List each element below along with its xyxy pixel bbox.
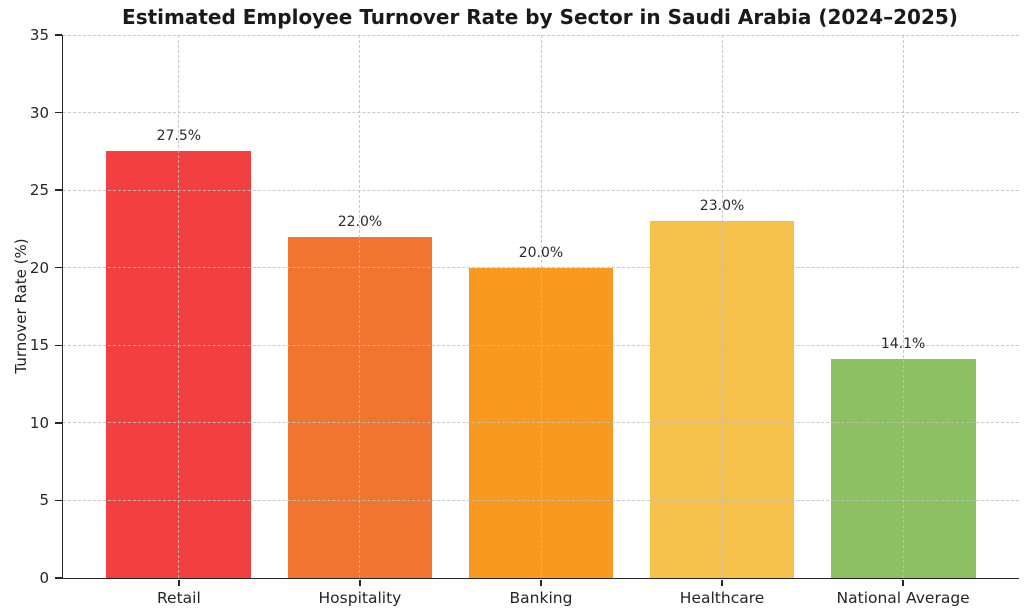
y-tick-label: 20 [29, 258, 49, 277]
bar-banking [468, 267, 614, 578]
y-tick-label: 5 [39, 491, 49, 510]
y-tick-label: 15 [29, 336, 49, 355]
y-tick-label: 35 [29, 26, 49, 44]
x-axis-tick [540, 579, 542, 586]
y-axis-title: Turnover Rate (%) [12, 238, 30, 374]
gridline-h [63, 112, 1019, 114]
x-tick-label: Retail [156, 589, 201, 607]
y-axis-tick [54, 577, 62, 579]
y-tick-label: 25 [29, 181, 49, 200]
y-tick-label: 10 [29, 413, 49, 432]
bar-value-label: 14.1% [880, 336, 926, 353]
bar-value-label: 27.5% [156, 128, 202, 145]
bar-national-average [830, 359, 976, 578]
x-axis-tick [721, 579, 723, 586]
x-tick-label: Banking [509, 589, 573, 607]
y-axis-tick [54, 266, 62, 269]
x-axis-tick [359, 579, 361, 586]
y-tick-label: 30 [29, 103, 49, 122]
bar-value-label: 23.0% [699, 198, 745, 215]
plot-area: 0 5 10 15 20 25 30 35 Retail 27.5% Hospitality 22.0… [30, 26, 1019, 607]
bar-hospitality [287, 236, 433, 578]
chart-title: Estimated Employee Turnover Rate by Sect… [122, 5, 958, 29]
y-axis-tick [54, 34, 62, 36]
y-axis-tick [54, 111, 62, 114]
x-tick-label: Healthcare [679, 589, 765, 607]
y-axis-tick [54, 344, 62, 347]
bar-retail [106, 151, 252, 578]
bar-value-label: 20.0% [518, 244, 564, 261]
x-axis-tick [178, 579, 180, 586]
x-axis-tick [902, 579, 904, 586]
y-axis-tick [54, 189, 62, 191]
y-axis-tick [54, 499, 62, 502]
y-axis-tick [54, 422, 62, 424]
bar-healthcare [649, 221, 795, 578]
x-tick-label: Hospitality [318, 589, 402, 607]
bar-value-label: 22.0% [337, 213, 383, 230]
x-tick-label: National Average [836, 589, 970, 607]
y-tick-label: 0 [39, 569, 49, 587]
gridline-h [63, 34, 1019, 36]
